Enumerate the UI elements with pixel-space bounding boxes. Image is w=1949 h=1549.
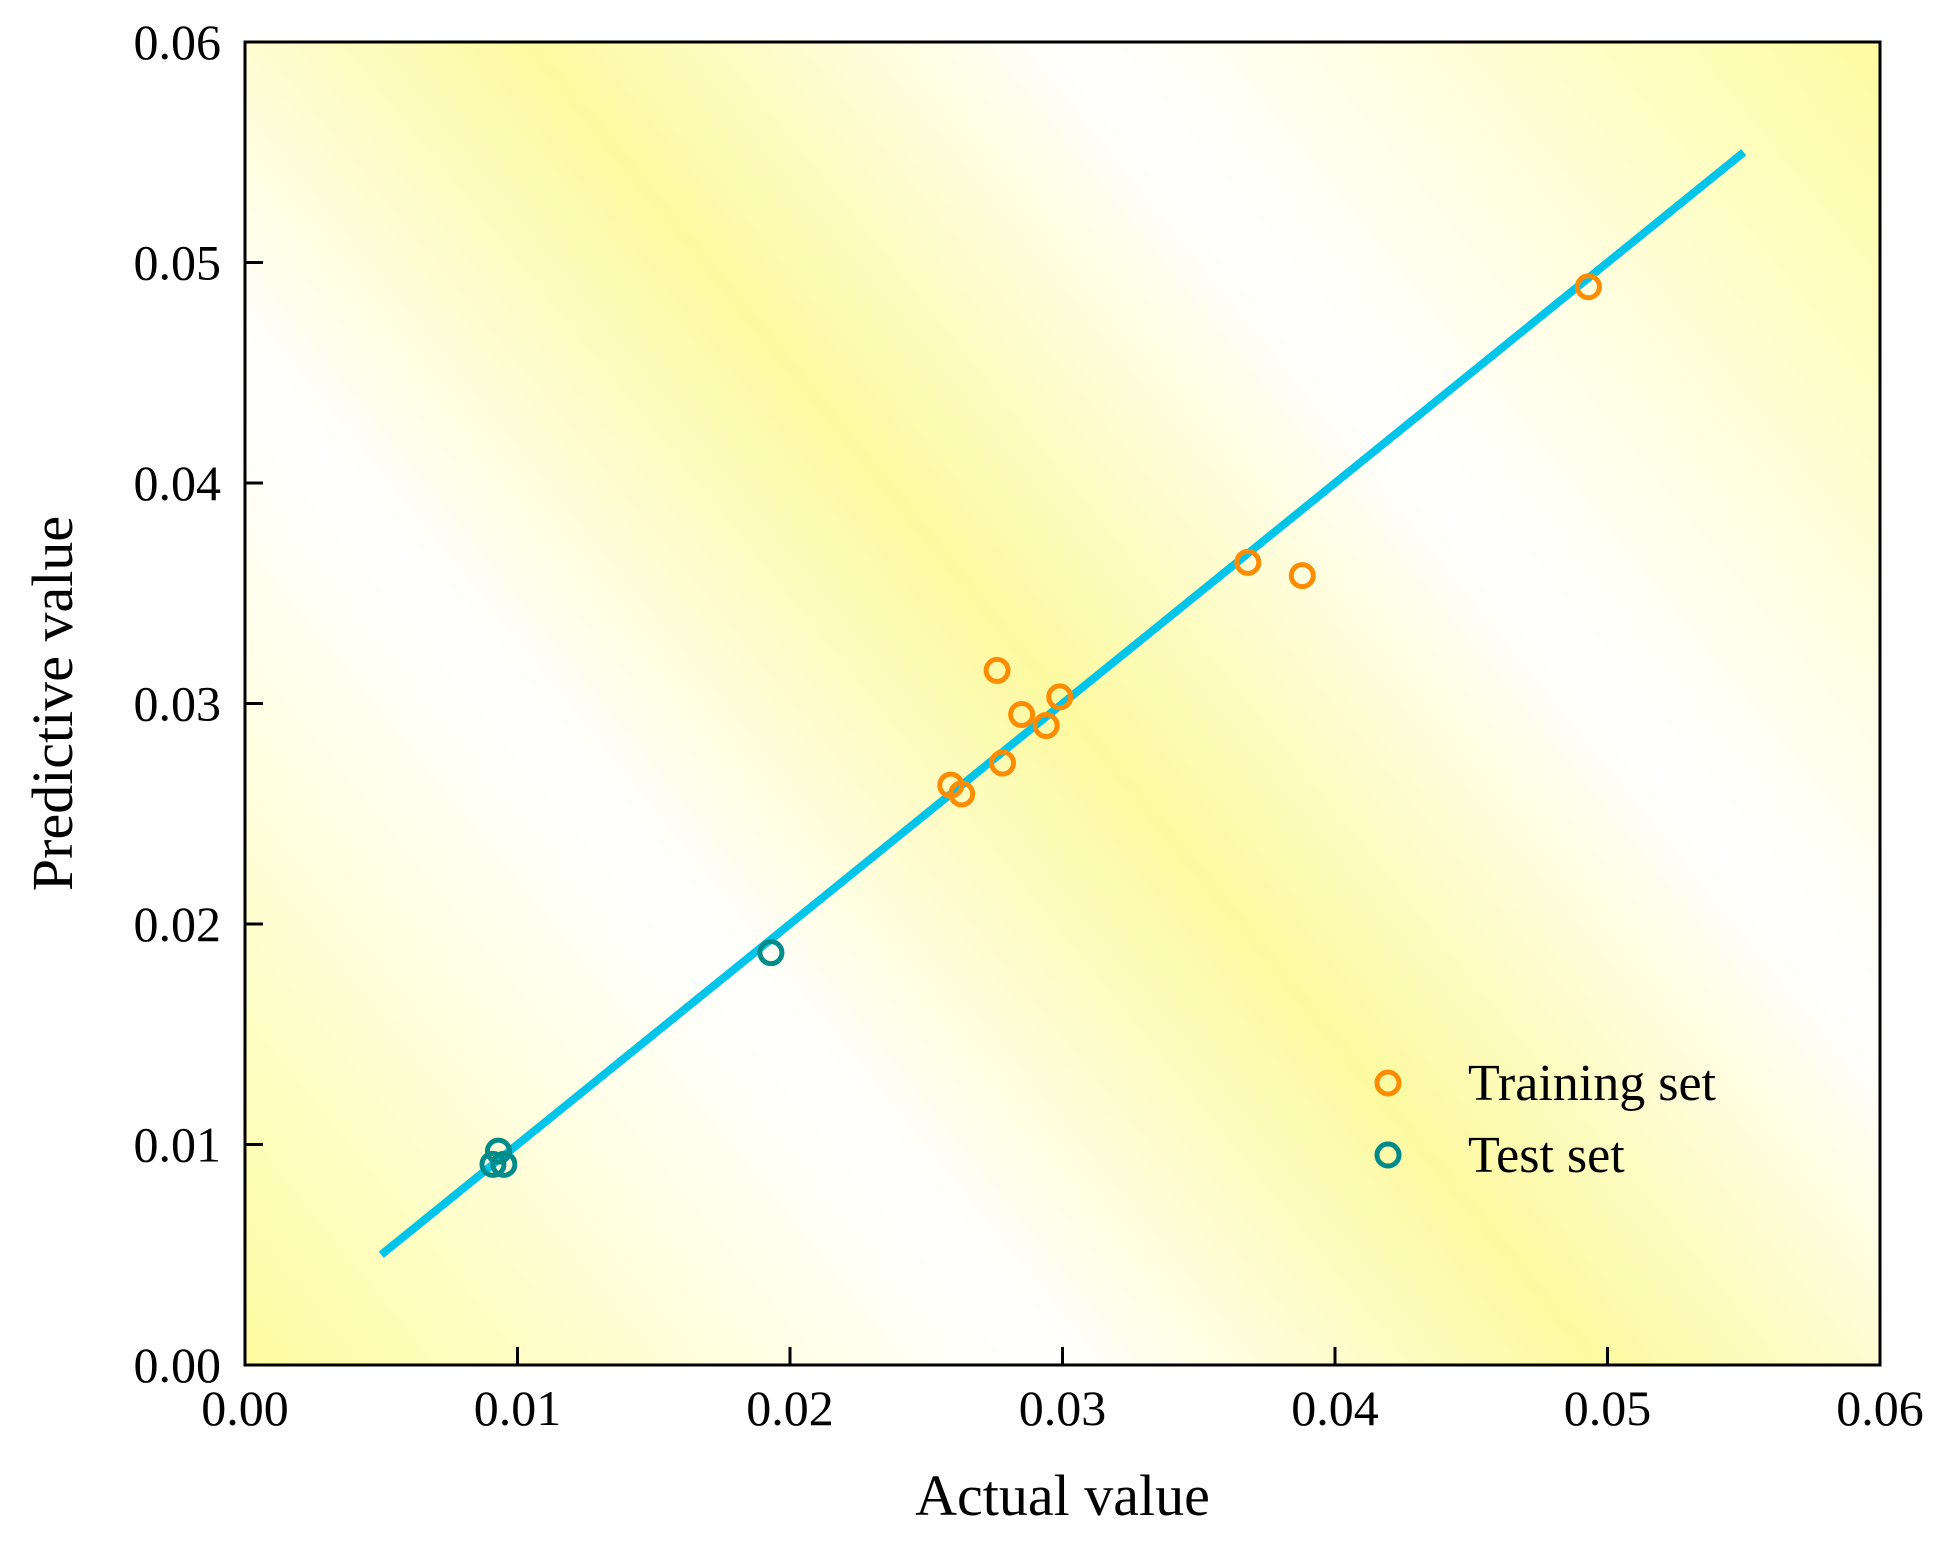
training-set-point: [1234, 548, 1262, 576]
training-set-point: [1008, 701, 1036, 729]
training-set-point: [1574, 273, 1602, 301]
legend-marker-training-set: [1374, 1069, 1402, 1097]
legend-label-test-set: Test set: [1468, 1127, 1625, 1184]
test-set-point: [484, 1137, 512, 1165]
y-tick-label: 0.06: [134, 14, 222, 70]
y-tick-label: 0.02: [134, 896, 222, 952]
training-set-point: [983, 656, 1011, 684]
legend-marker-test-set: [1374, 1141, 1402, 1169]
x-tick-label: 0.00: [201, 1380, 289, 1436]
training-set-point: [948, 780, 976, 808]
x-tick-label: 0.03: [1019, 1380, 1107, 1436]
training-set-point: [989, 749, 1017, 777]
y-tick-label: 0.05: [134, 235, 222, 291]
y-tick-label: 0.01: [134, 1117, 222, 1173]
test-set-point: [490, 1150, 518, 1178]
x-axis-title: Actual value: [915, 1463, 1210, 1528]
training-set-point: [1046, 683, 1074, 711]
y-tick-label: 0.00: [134, 1337, 222, 1393]
y-tick-label: 0.04: [134, 455, 222, 511]
test-set-point: [479, 1150, 507, 1178]
x-tick-label: 0.01: [474, 1380, 562, 1436]
training-set-point: [1288, 562, 1316, 590]
x-tick-label: 0.02: [746, 1380, 834, 1436]
y-axis-title: Predictive value: [20, 516, 85, 891]
x-tick-label: 0.05: [1564, 1380, 1652, 1436]
training-set-point: [1032, 712, 1060, 740]
x-tick-label: 0.06: [1836, 1380, 1924, 1436]
test-set-point: [757, 939, 785, 967]
legend-label-training-set: Training set: [1468, 1055, 1717, 1112]
reference-line: [378, 149, 1747, 1258]
y-tick-label: 0.03: [134, 676, 222, 732]
x-tick-label: 0.04: [1291, 1380, 1379, 1436]
